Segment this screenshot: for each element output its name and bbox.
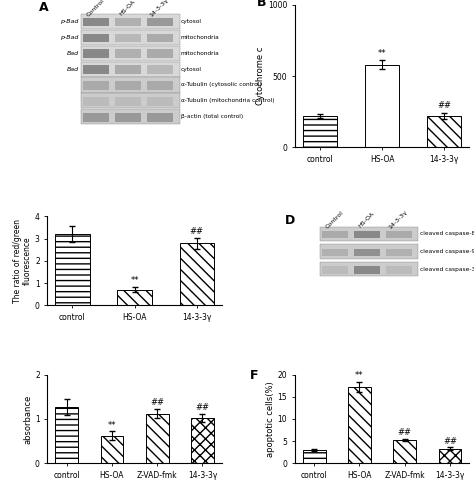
- Text: ##: ##: [443, 437, 457, 446]
- Text: cleaved caspase-3: cleaved caspase-3: [419, 267, 474, 272]
- Text: 14-3-3γ: 14-3-3γ: [149, 0, 170, 18]
- Text: Control: Control: [85, 0, 105, 18]
- Bar: [81, 109, 180, 124]
- Bar: [115, 49, 141, 58]
- Text: HS-OA: HS-OA: [357, 211, 375, 229]
- Bar: [115, 34, 141, 42]
- Bar: [320, 227, 418, 241]
- Text: 14-3-3γ: 14-3-3γ: [388, 210, 409, 230]
- Bar: [386, 231, 412, 238]
- Text: A: A: [39, 0, 48, 14]
- Bar: [147, 97, 173, 106]
- Bar: [147, 18, 173, 26]
- Text: F: F: [250, 369, 258, 382]
- Text: cleaved caspase-8: cleaved caspase-8: [419, 231, 474, 236]
- Bar: [348, 387, 371, 463]
- Y-axis label: apoptotic cells(%): apoptotic cells(%): [266, 381, 275, 457]
- Text: **: **: [108, 421, 116, 430]
- Bar: [147, 66, 173, 74]
- Bar: [83, 18, 109, 26]
- Text: β-actin (total control): β-actin (total control): [181, 114, 243, 119]
- Bar: [354, 248, 380, 256]
- Bar: [115, 18, 141, 26]
- Bar: [320, 245, 418, 259]
- Bar: [147, 113, 173, 121]
- Bar: [81, 77, 180, 93]
- Text: α-Tubulin (mitochondria control): α-Tubulin (mitochondria control): [181, 99, 274, 104]
- Text: α-Tubulin (cytosolic control): α-Tubulin (cytosolic control): [181, 82, 262, 87]
- Text: ##: ##: [195, 403, 210, 412]
- Bar: [83, 81, 109, 90]
- Text: ##: ##: [437, 102, 451, 110]
- Bar: [118, 290, 152, 305]
- Bar: [191, 418, 214, 463]
- Bar: [320, 262, 418, 277]
- Bar: [354, 266, 380, 274]
- Y-axis label: The ratio of red/green
fluorescence: The ratio of red/green fluorescence: [13, 219, 32, 303]
- Bar: [81, 45, 180, 61]
- Text: Control: Control: [324, 210, 344, 230]
- Bar: [322, 266, 348, 274]
- Text: cytosol: cytosol: [181, 19, 202, 24]
- Bar: [81, 93, 180, 108]
- Bar: [147, 49, 173, 58]
- Bar: [354, 231, 380, 238]
- Bar: [439, 449, 461, 463]
- Bar: [83, 66, 109, 74]
- Bar: [115, 113, 141, 121]
- Text: cleaved caspase-9: cleaved caspase-9: [419, 249, 474, 254]
- Bar: [393, 440, 416, 463]
- Bar: [83, 113, 109, 121]
- Bar: [81, 30, 180, 45]
- Bar: [115, 66, 141, 74]
- Text: **: **: [378, 49, 386, 58]
- Bar: [386, 266, 412, 274]
- Text: D: D: [284, 214, 295, 227]
- Y-axis label: absorbance: absorbance: [23, 394, 32, 444]
- Bar: [427, 116, 461, 147]
- Text: mitochondria: mitochondria: [181, 51, 219, 56]
- Text: ##: ##: [190, 227, 204, 236]
- Text: p-Bad: p-Bad: [60, 35, 79, 40]
- Bar: [146, 414, 169, 463]
- Text: p-Bad: p-Bad: [60, 19, 79, 24]
- Bar: [115, 81, 141, 90]
- Y-axis label: Cytochrome c: Cytochrome c: [256, 47, 265, 105]
- Bar: [115, 97, 141, 106]
- Text: cytosol: cytosol: [181, 67, 202, 71]
- Bar: [83, 34, 109, 42]
- Bar: [81, 62, 180, 76]
- Bar: [386, 248, 412, 256]
- Bar: [322, 248, 348, 256]
- Text: **: **: [355, 371, 364, 380]
- Text: ##: ##: [150, 398, 164, 407]
- Text: Bad: Bad: [67, 67, 79, 71]
- Text: ##: ##: [398, 428, 412, 437]
- Text: Bad: Bad: [67, 51, 79, 56]
- Bar: [100, 436, 123, 463]
- Bar: [303, 450, 326, 463]
- Bar: [322, 231, 348, 238]
- Bar: [147, 34, 173, 42]
- Text: **: **: [130, 277, 139, 285]
- Bar: [147, 81, 173, 90]
- Bar: [365, 65, 399, 147]
- Text: B: B: [256, 0, 266, 9]
- Text: mitochondria: mitochondria: [181, 35, 219, 40]
- Bar: [55, 407, 78, 463]
- Bar: [55, 234, 90, 305]
- Bar: [180, 243, 214, 305]
- Bar: [83, 49, 109, 58]
- Text: HS-OA: HS-OA: [118, 0, 136, 17]
- Bar: [81, 14, 180, 29]
- Bar: [303, 116, 337, 147]
- Bar: [83, 97, 109, 106]
